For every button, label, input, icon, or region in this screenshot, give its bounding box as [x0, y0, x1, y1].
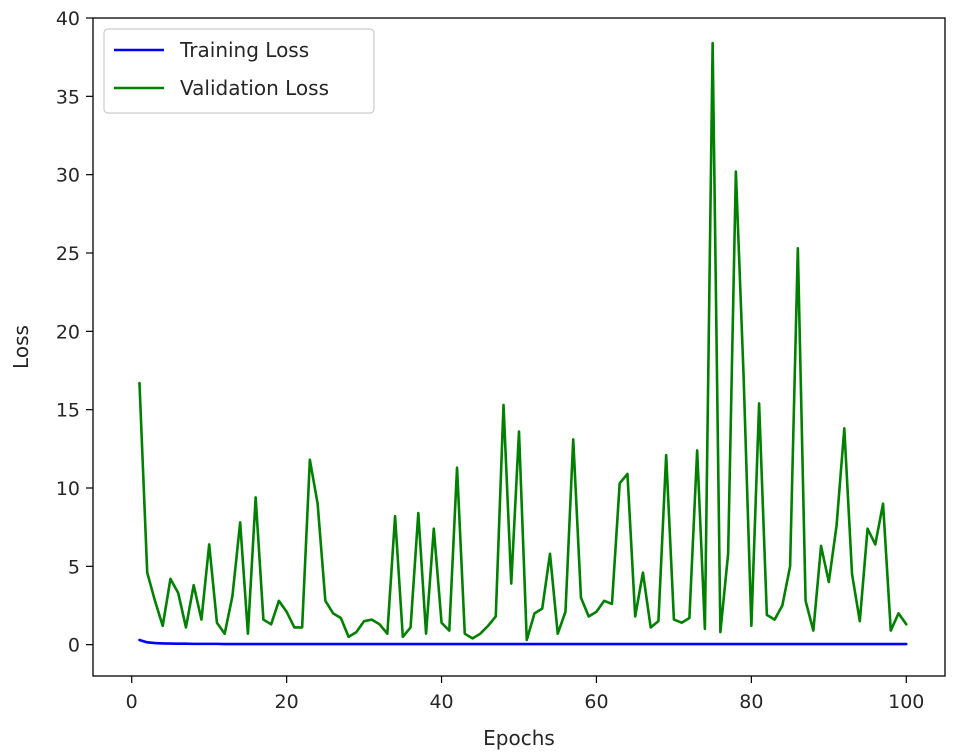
x-tick-label: 80 — [739, 691, 763, 713]
y-tick-label: 5 — [68, 556, 80, 578]
y-tick-label: 15 — [56, 400, 80, 422]
y-tick-label: 0 — [68, 635, 80, 657]
y-tick-label: 25 — [56, 243, 80, 265]
x-tick-label: 0 — [126, 691, 138, 713]
x-tick-label: 20 — [275, 691, 299, 713]
series-line-validation-loss — [138, 41, 908, 642]
x-axis-label: Epochs — [483, 726, 555, 750]
axes: 0 20 40 60 80 100 0 5 10 15 20 25 30 35 40 — [56, 8, 946, 713]
y-tick-label: 20 — [56, 321, 80, 343]
legend: Training Loss Validation Loss — [103, 28, 375, 114]
series-line-training-loss — [138, 638, 908, 646]
plot-frame — [92, 17, 946, 677]
y-tick-label: 40 — [56, 8, 80, 30]
x-tick-label: 40 — [429, 691, 453, 713]
legend-label: Training Loss — [179, 38, 309, 62]
x-tick-label: 60 — [584, 691, 608, 713]
plot-area — [138, 41, 908, 646]
y-tick-label: 35 — [56, 86, 80, 108]
legend-label: Validation Loss — [180, 76, 329, 100]
y-axis-label: Loss — [9, 325, 33, 369]
legend-box — [103, 28, 375, 114]
y-tick-label: 30 — [56, 165, 80, 187]
x-tick-label: 100 — [888, 691, 924, 713]
y-tick-label: 10 — [56, 478, 80, 500]
